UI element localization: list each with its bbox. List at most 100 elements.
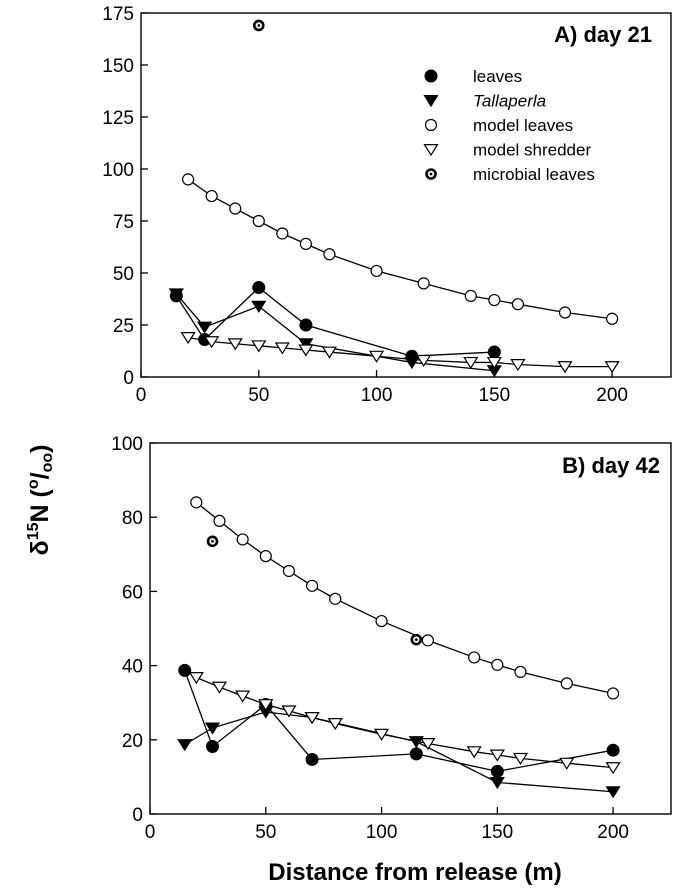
panel-a-series-line-tallaperla xyxy=(175,293,495,372)
legend: leaves Tallaperla model leaves model shredd… xyxy=(423,67,595,184)
panel-a-x-tick-label: 150 xyxy=(478,385,510,406)
panel-a-point-model-leaves xyxy=(276,227,289,240)
panel-a-point-model-shredder xyxy=(604,361,620,374)
panel-a-point-leaves xyxy=(487,345,501,359)
legend-marker-model-shredder xyxy=(423,144,439,157)
panel-a-point-model-leaves xyxy=(558,306,572,319)
panel-a-point-model-leaves xyxy=(205,189,218,203)
panel-b-x-tick-label: 100 xyxy=(366,822,398,843)
panel-b-point-model-shredder xyxy=(512,752,529,766)
panel-a-point-model-leaves xyxy=(299,237,312,250)
panel-a-point-model-shredder xyxy=(251,340,267,353)
panel-b-point-model-shredder xyxy=(466,746,482,759)
legend-marker-microbial-leaves xyxy=(425,168,437,180)
panel-b-point-model-leaves xyxy=(236,533,249,546)
legend-label-model-shredder: model shredder xyxy=(473,141,591,160)
panel-b-series-line-leaves xyxy=(184,670,614,772)
panel-b-axes: 0 50 100 150 200 0 20 40 60 80 100 xyxy=(111,434,629,843)
panel-a-point-model-leaves xyxy=(417,277,430,290)
panel-a-point-model-shredder xyxy=(180,332,196,345)
panel-b-point-model-shredder xyxy=(420,738,436,751)
panel-a-point-model-shredder xyxy=(227,338,243,351)
panel-b-point-model-shredder xyxy=(258,699,274,712)
panel-b-day-42: B) day 42 0 50 100 150 200 0 20 40 60 80 100 xyxy=(111,434,672,843)
panel-a-point-model-shredder xyxy=(368,350,385,363)
panel-a-y-tick-label: 125 xyxy=(102,108,134,129)
panel-b-y-tick-label: 0 xyxy=(132,805,143,826)
panel-a-x-tick-label: 50 xyxy=(248,385,269,406)
panel-b-y-tick-label: 80 xyxy=(122,508,143,529)
legend-entry-model-shredder: model shredder xyxy=(423,141,591,160)
panel-a-point-model-leaves xyxy=(370,264,383,278)
panel-b-y-tick-label: 100 xyxy=(111,434,143,455)
panel-b-x-tick-label: 50 xyxy=(255,822,276,843)
panel-b-point-model-leaves xyxy=(259,550,272,563)
panel-a-x-tick-label: 100 xyxy=(361,385,393,406)
panel-a-point-model-shredder xyxy=(557,361,573,374)
panel-b-point-model-shredder xyxy=(605,762,621,775)
panel-a-series-model-leaves xyxy=(182,173,619,325)
panel-b-point-model-leaves xyxy=(421,634,434,647)
panel-a-plot-frame xyxy=(140,12,672,378)
legend-label-tallaperla: Tallaperla xyxy=(473,92,546,111)
panel-b-point-model-shredder xyxy=(373,728,390,741)
panel-a-series-line-model-shredder xyxy=(187,336,613,368)
panel-a-point-model-leaves xyxy=(182,173,195,186)
panel-a-point-model-shredder xyxy=(321,346,338,359)
panel-a-title: A) day 21 xyxy=(554,22,652,47)
panel-b-point-model-leaves xyxy=(213,514,226,528)
panel-a-point-model-shredder xyxy=(416,354,432,368)
panel-b-point-tallaperla xyxy=(605,786,621,799)
panel-a-point-model-leaves xyxy=(511,298,524,311)
panel-a-point-model-leaves xyxy=(464,289,477,302)
panel-a-series-line-leaves xyxy=(175,286,495,357)
panel-b-point-model-shredder xyxy=(235,690,251,703)
panel-a-x-tick-label: 200 xyxy=(596,385,628,406)
panel-b-y-tick-label: 60 xyxy=(122,582,143,603)
panel-b-x-tick-label: 0 xyxy=(145,822,156,843)
panel-a-y-tick-label: 0 xyxy=(123,368,134,389)
panel-b-point-leaves xyxy=(178,663,192,677)
panel-b-point-model-shredder xyxy=(559,757,575,770)
panel-a-point-model-shredder xyxy=(298,344,314,357)
panel-b-point-leaves xyxy=(206,739,220,753)
panel-b-y-tick-label: 40 xyxy=(122,657,143,678)
panel-b-series-line-tallaperla xyxy=(184,711,614,793)
legend-label-microbial-leaves: microbial leaves xyxy=(473,165,595,184)
panel-a-point-tallaperla xyxy=(197,321,213,334)
panel-a-point-model-leaves xyxy=(488,293,501,307)
panel-b-series-model-leaves xyxy=(190,496,620,700)
panel-b-point-tallaperla xyxy=(204,722,221,735)
legend-label-model-leaves: model leaves xyxy=(473,116,573,135)
panel-a-series-microbial-leaves xyxy=(252,19,265,32)
panel-a-day-21: A) day 21 leaves Tallaperla model leaves mo… xyxy=(102,4,672,406)
panel-a-y-tick-label: 175 xyxy=(102,4,134,25)
panel-a-point-model-shredder xyxy=(463,356,479,370)
panel-b-series-model-shredder xyxy=(188,671,621,775)
panel-b-point-leaves xyxy=(606,743,620,757)
panel-b-point-model-leaves xyxy=(607,687,620,700)
legend-entry-model-leaves: model leaves xyxy=(424,116,573,135)
panel-a-point-model-shredder xyxy=(510,359,526,372)
panel-a-series-tallaperla xyxy=(168,288,502,378)
legend-entry-leaves: leaves xyxy=(424,67,522,86)
panel-b-point-model-leaves xyxy=(560,677,573,690)
panel-b-plot-frame xyxy=(149,442,672,815)
panel-a-series-model-shredder xyxy=(180,332,620,374)
panel-a-point-leaves xyxy=(252,281,266,295)
panel-a-point-tallaperla xyxy=(251,300,267,313)
panel-b-point-model-leaves xyxy=(282,564,296,578)
panel-b-point-model-shredder xyxy=(304,712,320,725)
panel-b-series-microbial-leaves xyxy=(206,535,423,646)
legend-marker-tallaperla xyxy=(423,95,439,108)
panel-a-y-tick-label: 50 xyxy=(113,264,134,285)
panel-a-point-tallaperla xyxy=(168,288,184,301)
panel-b-point-tallaperla xyxy=(177,739,193,752)
panel-b-point-leaves xyxy=(305,752,319,766)
panel-a-point-model-leaves xyxy=(606,312,619,325)
panel-a-point-model-shredder xyxy=(486,356,502,370)
panel-b-point-model-shredder xyxy=(211,681,228,694)
panel-b-point-model-leaves xyxy=(375,614,388,628)
panel-a-series-line-model-leaves xyxy=(187,178,613,320)
